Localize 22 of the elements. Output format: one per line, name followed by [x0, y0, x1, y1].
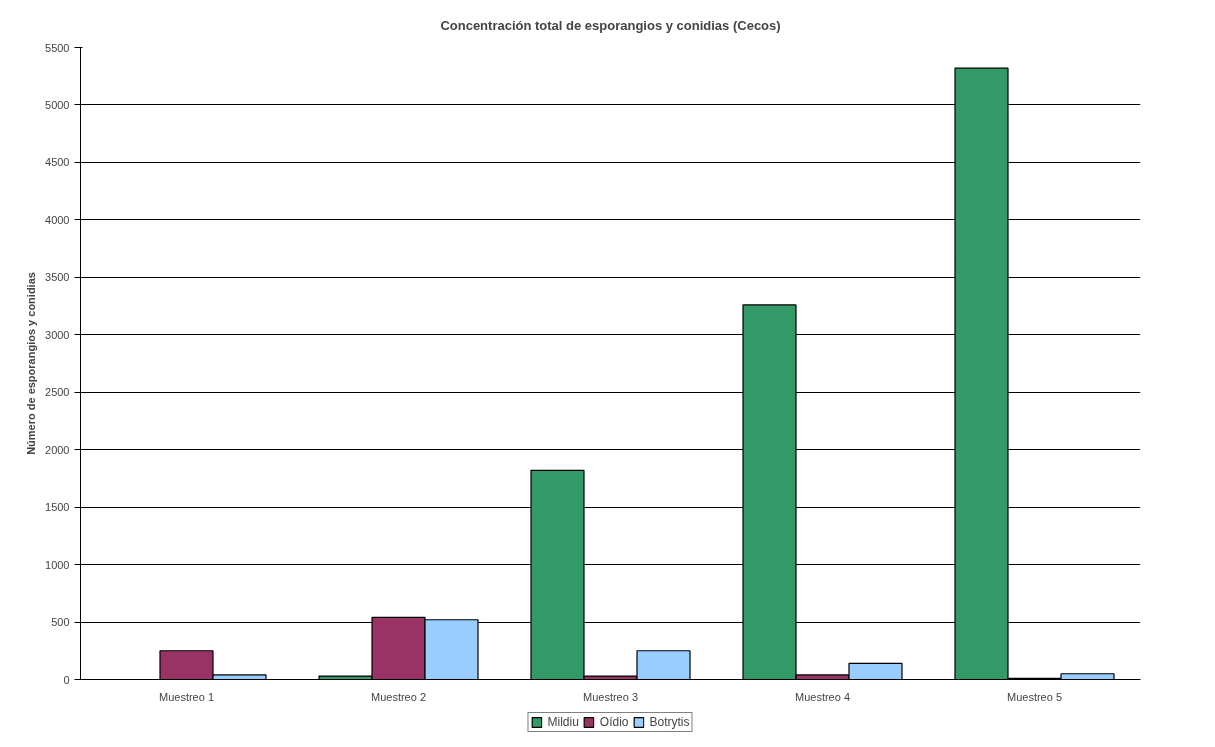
y-tick-label: 3500: [45, 271, 70, 284]
y-tick-label: 1000: [45, 558, 70, 571]
y-axis-title: Número de esporangios y conidias: [25, 272, 38, 455]
legend-label: Mildiu: [547, 715, 579, 729]
legend-label: Oídio: [599, 715, 629, 729]
y-tick-label: 500: [51, 616, 70, 629]
y-tick-label: 2500: [45, 386, 70, 399]
chart-title: Concentración total de esporangios y conidias (Cecos): [440, 17, 781, 33]
x-tick-label: Muestreo 4: [794, 690, 851, 703]
x-tick-label: Muestreo 1: [158, 690, 215, 703]
legend-label: Botrytis: [649, 715, 690, 729]
y-tick-label: 5500: [45, 41, 70, 54]
y-tick-label: 1500: [45, 501, 70, 514]
x-tick-label: Muestreo 5: [1006, 690, 1063, 703]
x-tick-label: Muestreo 2: [370, 690, 427, 703]
y-tick-label: 5000: [45, 98, 70, 111]
x-tick-label: Muestreo 3: [582, 690, 639, 703]
y-tick-label: 4500: [45, 156, 70, 169]
y-tick-label: 2000: [45, 443, 70, 456]
y-tick-label: 4000: [45, 213, 70, 226]
y-tick-label: 0: [63, 673, 70, 686]
y-tick-label: 3000: [45, 328, 70, 341]
